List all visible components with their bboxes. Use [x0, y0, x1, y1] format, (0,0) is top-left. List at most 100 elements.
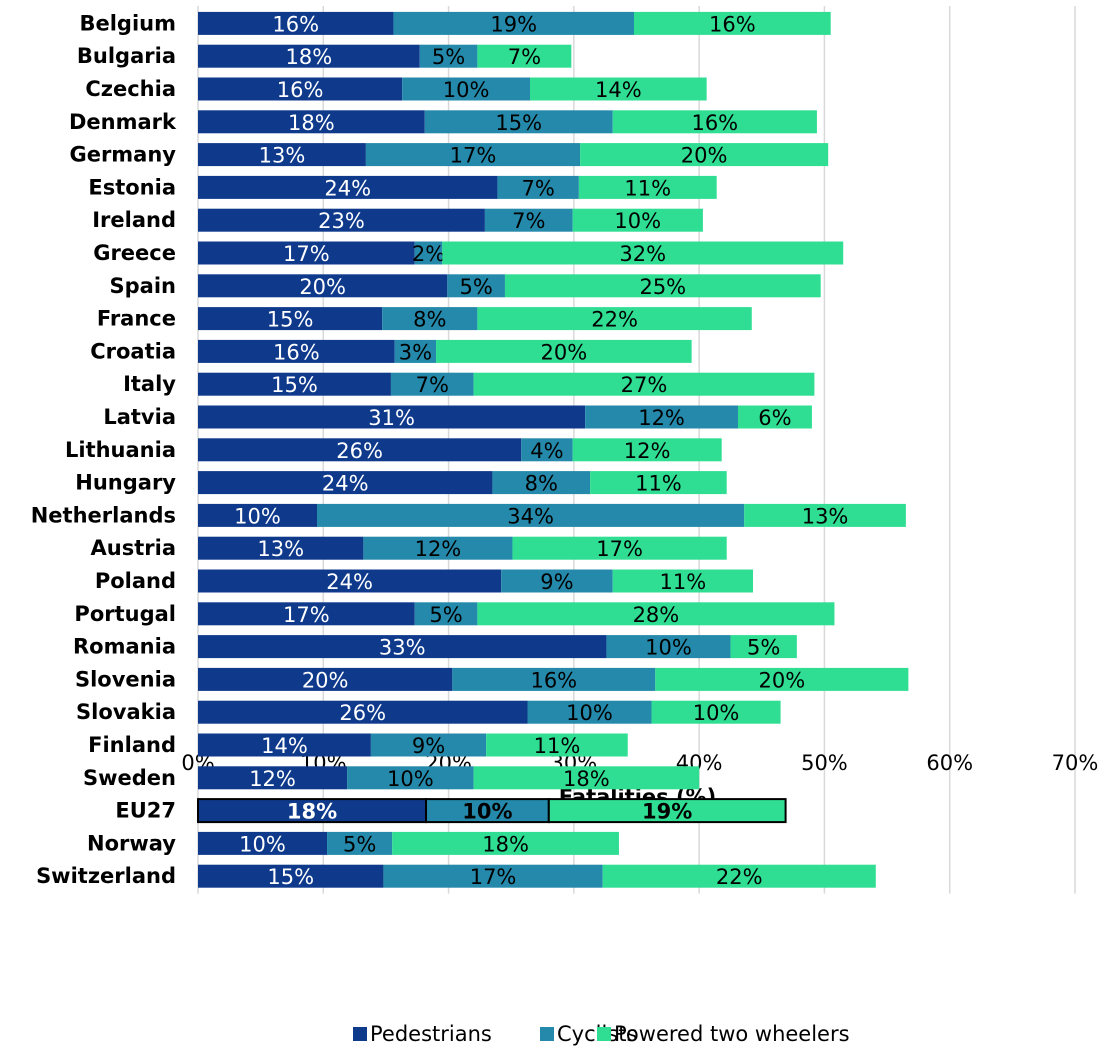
data-label: 16% [273, 340, 320, 364]
data-label: 12% [638, 406, 685, 430]
data-label: 14% [595, 78, 642, 102]
bar-segment [452, 667, 656, 691]
data-label: 17% [470, 865, 517, 889]
data-label: 20% [302, 668, 349, 692]
bar-segment [612, 569, 754, 593]
data-label: 28% [633, 603, 680, 627]
data-label: 24% [326, 570, 373, 594]
bar-segment [424, 110, 613, 134]
data-label: 8% [413, 308, 446, 332]
bar-segment [477, 307, 752, 331]
bar-segment [363, 536, 513, 560]
category-label: Portugal [74, 602, 176, 626]
category-label: Finland [88, 733, 176, 757]
legend-swatch [353, 1027, 367, 1041]
bar-segment [512, 536, 727, 560]
data-label: 23% [318, 209, 365, 233]
data-label: 12% [624, 439, 671, 463]
data-label: 10% [693, 701, 740, 725]
bar-segment [198, 274, 448, 298]
data-label: 5% [343, 832, 376, 856]
bar-segment [198, 372, 391, 396]
bar-segment [198, 536, 364, 560]
category-label: Netherlands [31, 503, 176, 527]
bar-segment [530, 77, 707, 101]
data-label: 19% [490, 12, 537, 36]
bar-segment [198, 667, 453, 691]
data-label: 12% [415, 537, 462, 561]
bar-segment [198, 77, 403, 101]
data-label: 9% [412, 734, 445, 758]
data-label: 17% [596, 537, 643, 561]
data-label: 16% [277, 78, 324, 102]
data-label: 13% [802, 504, 849, 528]
bar-segment [390, 372, 474, 396]
bar-segment [547, 798, 787, 824]
data-label: 2% [412, 242, 445, 266]
bar-segment [198, 700, 528, 724]
data-label: 26% [339, 701, 386, 725]
category-label: Ireland [92, 208, 176, 232]
bar-segment [521, 438, 573, 462]
data-label: 27% [621, 373, 668, 397]
data-label: 18% [288, 111, 335, 135]
data-label: 7% [521, 176, 554, 200]
data-label: 10% [443, 78, 490, 102]
category-label: Switzerland [36, 864, 176, 888]
bar-segment [393, 11, 634, 35]
data-label: 10% [462, 800, 512, 824]
category-label: EU27 [115, 799, 176, 823]
data-label: 10% [566, 701, 613, 725]
data-label: 11% [534, 734, 581, 758]
category-label: Estonia [88, 175, 176, 199]
bar-segment [606, 635, 731, 659]
bar-segment [198, 44, 420, 68]
data-label: 10% [239, 832, 286, 856]
bar-segment [198, 339, 395, 363]
bar-segment [198, 208, 485, 232]
category-label: Czechia [85, 77, 176, 101]
bar-segment [419, 44, 478, 68]
bar-segment [198, 471, 493, 495]
bar-segment [198, 438, 522, 462]
data-label: 15% [495, 111, 542, 135]
data-label: 20% [299, 275, 346, 299]
data-label: 18% [286, 45, 333, 69]
data-label: 7% [512, 209, 545, 233]
bar-segment [447, 274, 505, 298]
data-label: 10% [234, 504, 281, 528]
data-label: 20% [540, 340, 587, 364]
bar-segment [473, 372, 815, 396]
data-label: 13% [257, 537, 304, 561]
bar-segment [317, 503, 745, 527]
bar-segment [198, 405, 586, 429]
data-label: 24% [324, 176, 371, 200]
category-label: Sweden [83, 766, 176, 790]
data-label: 25% [639, 275, 686, 299]
data-label: 15% [267, 308, 314, 332]
bar-segment [633, 11, 831, 35]
legend-label: Pedestrians [370, 1022, 492, 1046]
data-label: 11% [635, 472, 682, 496]
data-label: 11% [624, 176, 671, 200]
bar-segment [527, 700, 652, 724]
legend-swatch [597, 1027, 611, 1041]
bar-segment [198, 602, 415, 626]
bar-segment [198, 110, 425, 134]
bar-segment [198, 831, 328, 855]
x-tick-label: 70% [1052, 751, 1099, 775]
bar-segment [477, 602, 835, 626]
bar-segment [198, 175, 498, 199]
bar-segment [578, 175, 717, 199]
bar-segment [501, 569, 613, 593]
category-label: Italy [123, 372, 176, 396]
category-label: Austria [91, 536, 176, 560]
bar-segment [744, 503, 906, 527]
data-label: 5% [432, 45, 465, 69]
data-label: 22% [591, 308, 638, 332]
data-label: 5% [459, 275, 492, 299]
bar-segment [198, 766, 348, 790]
legend-swatch [540, 1027, 554, 1041]
category-label: Norway [87, 831, 176, 855]
